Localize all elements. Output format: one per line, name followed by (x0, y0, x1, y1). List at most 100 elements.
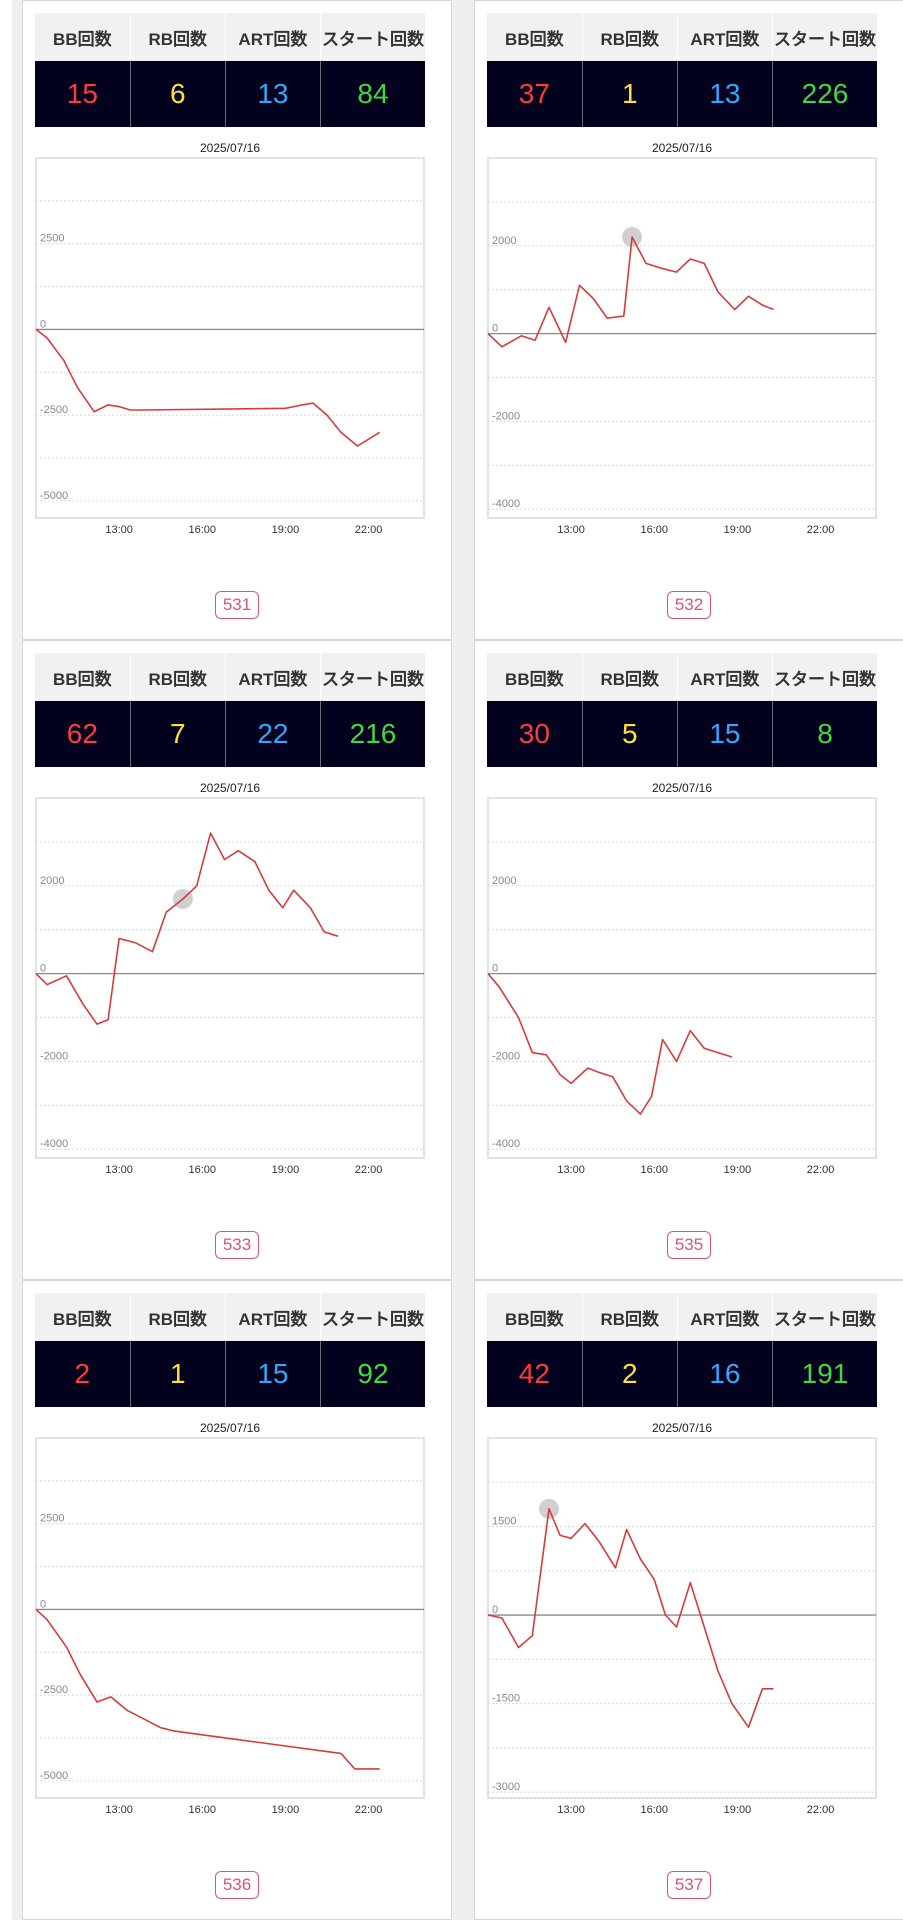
x-tick-label: 19:00 (272, 524, 300, 536)
bb-count: 15 (35, 61, 131, 127)
machine-card: BB回数 RB回数 ART回数 スタート回数 30 5 15 8 2025/07… (474, 640, 903, 1280)
machine-number-link[interactable]: 535 (667, 1231, 711, 1259)
y-tick-label: 0 (492, 963, 498, 975)
rb-header: RB回数 (582, 653, 678, 702)
x-tick-label: 19:00 (724, 524, 752, 536)
y-tick-label: 2000 (40, 875, 64, 887)
bb-header: BB回数 (35, 653, 131, 702)
start-header: スタート回数 (772, 1293, 877, 1342)
start-header: スタート回数 (320, 13, 425, 62)
slump-chart: 4000 2000 0 -2000 -4000 13:00 16:00 19:00 22:00 (487, 797, 877, 1176)
chart-date: 2025/07/16 (199, 1421, 261, 1435)
machine-card: BB回数 RB回数 ART回数 スタート回数 15 6 13 84 2025/0… (22, 0, 452, 640)
x-tick-label: 13:00 (557, 1164, 585, 1176)
x-tick-label: 13:00 (105, 524, 133, 536)
slump-chart: 4000 2000 0 -2000 -4000 13:00 16:00 19:00 22:00 (35, 797, 425, 1176)
art-count: 15 (225, 1341, 322, 1407)
x-tick-label: 19:00 (272, 1804, 300, 1816)
machine-card: BB回数 RB回数 ART回数 スタート回数 42 2 16 191 2025/… (474, 1280, 903, 1920)
plot-area (487, 1437, 877, 1799)
start-header: スタート回数 (772, 13, 877, 62)
slump-chart: 3000 1500 0 -1500 -3000 13:00 16:00 19:00 22:00 (487, 1437, 877, 1816)
x-tick-label: 16:00 (641, 1804, 669, 1816)
machine-number-link[interactable]: 531 (215, 591, 259, 619)
page-left-margin (0, 0, 12, 1920)
machine-number-link[interactable]: 536 (215, 1871, 259, 1899)
stats-header-row: BB回数 RB回数 ART回数 スタート回数 (487, 1293, 877, 1342)
y-tick-label: 2500 (40, 233, 64, 245)
art-count: 13 (225, 61, 322, 127)
start-count: 8 (772, 701, 877, 767)
y-tick-label: 0 (40, 318, 46, 330)
start-count: 226 (772, 61, 877, 127)
machine-number-link[interactable]: 533 (215, 1231, 259, 1259)
rb-count: 6 (130, 61, 226, 127)
slump-chart: 5000 2500 0 -2500 -5000 13:00 16:00 19:00 22:00 (35, 157, 425, 536)
art-count: 22 (225, 701, 322, 767)
chart-date: 2025/07/16 (199, 141, 261, 155)
stats-value-row: 30 5 15 8 (487, 701, 877, 767)
chart-date: 2025/07/16 (651, 1421, 713, 1435)
x-tick-label: 22:00 (355, 1804, 383, 1816)
y-tick-label: 2000 (492, 235, 516, 247)
stats-header-row: BB回数 RB回数 ART回数 スタート回数 (35, 653, 425, 702)
series-line (35, 328, 381, 447)
stats-value-row: 62 7 22 216 (35, 701, 425, 767)
x-tick-label: 22:00 (355, 1164, 383, 1176)
x-tick-label: 16:00 (641, 524, 669, 536)
y-tick-label: 1500 (492, 1516, 516, 1528)
stats-table: BB回数 RB回数 ART回数 スタート回数 15 6 13 84 (35, 13, 425, 127)
bb-count: 2 (35, 1341, 131, 1407)
start-count: 84 (320, 61, 425, 127)
rb-count: 2 (582, 1341, 678, 1407)
x-tick-label: 19:00 (724, 1804, 752, 1816)
y-tick-label: -3000 (492, 1781, 520, 1793)
bb-header: BB回数 (35, 13, 131, 62)
art-count: 13 (677, 61, 774, 127)
x-tick-label: 16:00 (641, 1164, 669, 1176)
x-tick-label: 13:00 (105, 1164, 133, 1176)
machine-card: BB回数 RB回数 ART回数 スタート回数 37 1 13 226 2025/… (474, 0, 903, 640)
y-tick-label: -5000 (40, 490, 68, 502)
series-line (487, 1508, 774, 1729)
y-tick-label: 2500 (40, 1513, 64, 1525)
x-tick-label: 22:00 (807, 524, 835, 536)
start-header: スタート回数 (772, 653, 877, 702)
y-tick-label: -4000 (492, 1138, 520, 1150)
y-tick-label: 0 (492, 1604, 498, 1616)
stats-value-row: 15 6 13 84 (35, 61, 425, 127)
machine-number-link[interactable]: 532 (667, 591, 711, 619)
y-tick-label: -4000 (40, 1138, 68, 1150)
stats-table: BB回数 RB回数 ART回数 スタート回数 37 1 13 226 (487, 13, 877, 127)
bb-header: BB回数 (487, 653, 583, 702)
x-tick-label: 22:00 (807, 1804, 835, 1816)
bb-count: 42 (487, 1341, 583, 1407)
y-tick-label: -1500 (492, 1693, 520, 1705)
y-tick-label: -2000 (492, 410, 520, 422)
rb-count: 1 (582, 61, 678, 127)
plot-area (487, 797, 877, 1159)
stats-header-row: BB回数 RB回数 ART回数 スタート回数 (35, 13, 425, 62)
x-tick-label: 13:00 (105, 1804, 133, 1816)
bb-header: BB回数 (487, 13, 583, 62)
x-tick-label: 22:00 (807, 1164, 835, 1176)
bb-header: BB回数 (35, 1293, 131, 1342)
bb-count: 30 (487, 701, 583, 767)
stats-value-row: 2 1 15 92 (35, 1341, 425, 1407)
machine-card: BB回数 RB回数 ART回数 スタート回数 2 1 15 92 2025/07… (22, 1280, 452, 1920)
series-line (35, 1608, 380, 1770)
stats-header-row: BB回数 RB回数 ART回数 スタート回数 (487, 13, 877, 62)
rb-count: 1 (130, 1341, 226, 1407)
machine-number-link[interactable]: 537 (667, 1871, 711, 1899)
y-tick-label: -2500 (40, 404, 68, 416)
y-tick-label: 4000 (492, 797, 516, 799)
rb-header: RB回数 (130, 653, 226, 702)
rb-header: RB回数 (582, 13, 678, 62)
stats-value-row: 42 2 16 191 (487, 1341, 877, 1407)
rb-header: RB回数 (130, 13, 226, 62)
x-tick-label: 19:00 (272, 1164, 300, 1176)
stats-header-row: BB回数 RB回数 ART回数 スタート回数 (35, 1293, 425, 1342)
art-header: ART回数 (225, 13, 322, 62)
x-tick-label: 16:00 (189, 524, 217, 536)
art-header: ART回数 (225, 653, 322, 702)
